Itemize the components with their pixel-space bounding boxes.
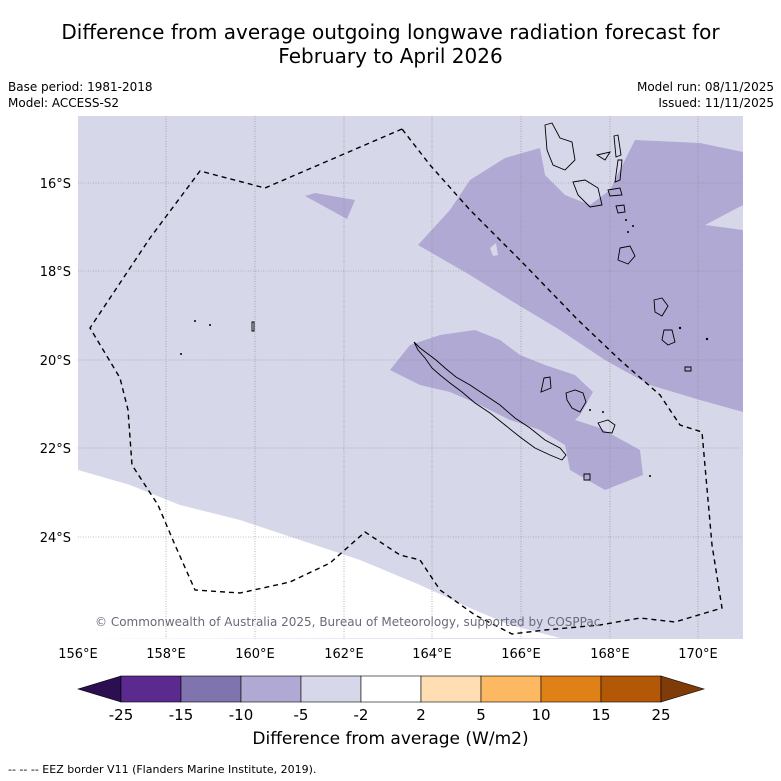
colorbar-tick-0: -25 bbox=[109, 706, 134, 724]
colorbar-title: Difference from average (W/m2) bbox=[252, 729, 529, 749]
malakula bbox=[572, 179, 603, 208]
map-title: Difference from average outgoing longwav… bbox=[0, 20, 781, 68]
lon-label-164e: 164°E bbox=[412, 647, 452, 662]
lat-label-18s: 18°S bbox=[40, 265, 71, 280]
colorbar-tick-8: 15 bbox=[591, 706, 610, 724]
colorbar-extend-high bbox=[660, 675, 706, 703]
colorbar-tick-2: -10 bbox=[229, 706, 254, 724]
colorbar-tick-1: -15 bbox=[169, 706, 194, 724]
model-name: Model: ACCESS-S2 bbox=[8, 96, 120, 110]
map-title-line-2: February to April 2026 bbox=[278, 44, 503, 68]
issued-date: Issued: 11/11/2025 bbox=[658, 96, 774, 110]
colorbar-seg-6 bbox=[420, 675, 482, 703]
land-outlines bbox=[251, 122, 692, 481]
near-zero-region bbox=[78, 470, 560, 639]
west-small-region bbox=[305, 193, 355, 219]
lat-label-20s: 20°S bbox=[40, 354, 71, 369]
colorbar-tick-3: -5 bbox=[294, 706, 309, 724]
lifou-island bbox=[565, 389, 587, 413]
lat-label-24s: 24°S bbox=[40, 531, 71, 546]
graticule bbox=[78, 116, 743, 639]
colorbar-tick-9: 25 bbox=[651, 706, 670, 724]
ambae bbox=[595, 151, 611, 161]
base-period: Base period: 1981-2018 bbox=[8, 80, 153, 94]
lon-label-158e: 158°E bbox=[146, 647, 186, 662]
colorbar-seg-8 bbox=[540, 675, 602, 703]
map-title-line-1: Difference from average outgoing longwav… bbox=[61, 20, 720, 44]
northeast-anomaly-region bbox=[418, 140, 743, 412]
aneityum bbox=[684, 366, 692, 372]
lon-label-156e: 156°E bbox=[58, 647, 98, 662]
small-islets bbox=[180, 219, 709, 477]
walpole-island bbox=[583, 473, 591, 481]
new-caledonia-region bbox=[390, 330, 643, 490]
lon-label-168e: 168°E bbox=[590, 647, 630, 662]
colorbar-seg-1 bbox=[120, 675, 182, 703]
lon-label-162e: 162°E bbox=[324, 647, 364, 662]
colorbar-seg-3 bbox=[240, 675, 302, 703]
espiritu-santo bbox=[544, 122, 576, 171]
anomaly-hole bbox=[490, 243, 498, 256]
meta-right: Model run: 08/11/2025 Issued: 11/11/2025 bbox=[637, 79, 774, 111]
lat-label-22s: 22°S bbox=[40, 442, 71, 457]
ouvea-island bbox=[540, 376, 552, 393]
pentecost bbox=[614, 159, 623, 183]
colorbar-tick-7: 10 bbox=[531, 706, 550, 724]
eez-border bbox=[89, 128, 723, 635]
colorbar-seg-2 bbox=[180, 675, 242, 703]
colorbar-seg-5 bbox=[360, 675, 422, 703]
new-caledonia-coast bbox=[413, 341, 567, 461]
colorbar-tick-5: 2 bbox=[416, 706, 426, 724]
lon-label-166e: 166°E bbox=[501, 647, 541, 662]
mare-island bbox=[597, 419, 616, 434]
lon-label-170e: 170°E bbox=[678, 647, 718, 662]
colorbar-seg-9 bbox=[600, 675, 662, 703]
epi-island bbox=[615, 204, 626, 214]
colorbar-seg-4 bbox=[300, 675, 362, 703]
lon-label-160e: 160°E bbox=[235, 647, 275, 662]
colorbar-extend-low bbox=[76, 675, 122, 703]
erromango bbox=[653, 297, 669, 317]
colorbar-seg-7 bbox=[480, 675, 542, 703]
colorbar bbox=[76, 675, 706, 703]
chesterfield-islet bbox=[251, 321, 255, 332]
meta-left: Base period: 1981-2018 Model: ACCESS-S2 bbox=[8, 79, 153, 111]
copyright-text: © Commonwealth of Australia 2025, Bureau… bbox=[95, 615, 600, 629]
ambrym bbox=[607, 187, 623, 197]
model-run: Model run: 08/11/2025 bbox=[636, 80, 774, 94]
efate bbox=[617, 245, 636, 265]
negative-anomaly-regions bbox=[305, 140, 743, 490]
tanna bbox=[661, 329, 676, 346]
eez-footnote: -- -- -- EEZ border V11 (Flanders Marine… bbox=[8, 763, 317, 776]
maewo bbox=[613, 134, 622, 158]
lat-label-16s: 16°S bbox=[40, 177, 71, 192]
colorbar-tick-6: 5 bbox=[476, 706, 486, 724]
colorbar-tick-4: -2 bbox=[354, 706, 369, 724]
